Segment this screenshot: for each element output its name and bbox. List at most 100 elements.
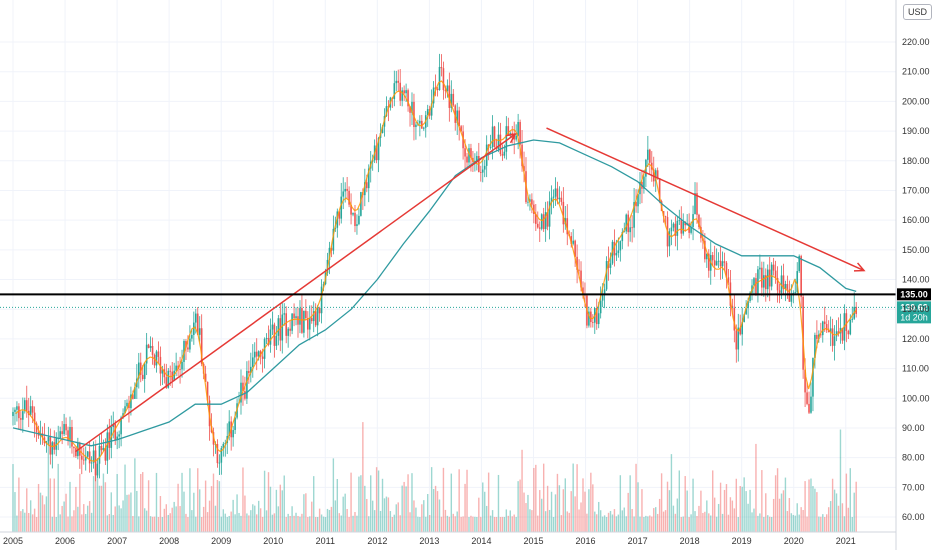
y-tick-label: 220.00 [902,37,930,47]
candle-body [364,182,366,196]
volume-bar [330,506,333,532]
candle-body [489,147,492,148]
candle-body [120,417,122,435]
volume-bar [316,517,319,532]
candle-body [808,403,810,413]
volume-bar [269,486,272,532]
volume-bar [647,516,649,532]
level-price-tag [897,288,931,301]
candle-body [155,351,158,366]
candle-body [191,334,193,339]
volume-bar [138,516,140,532]
volume-bar [432,489,435,532]
volume-bar [658,498,661,532]
candle-body [65,424,67,431]
candle-body [139,362,142,375]
volume-bar [702,512,704,532]
candle-body [90,462,93,464]
candle-body [354,212,356,227]
candle-body [647,149,649,160]
y-tick-label: 130.00 [902,304,930,314]
trendline-arrowhead [505,133,517,144]
volume-bar [187,516,189,532]
candle-body [759,267,761,270]
candle-body [605,261,608,290]
candle-body [344,188,346,192]
y-tick-label: 150.00 [902,245,930,255]
volume-bar [106,515,109,532]
candle-body [305,310,307,319]
volume-bar [552,516,555,532]
volume-bar [584,491,586,532]
candle-body [694,193,696,215]
volume-bar [179,506,181,532]
volume-bar [348,516,350,532]
candle-body [582,287,584,295]
candle-body [682,221,685,234]
volume-bar [92,476,95,532]
volume-bar [287,513,289,532]
candle-body [812,357,814,397]
volume-bar [256,514,258,532]
volume-bar [454,516,456,532]
candle-body [747,301,749,309]
volume-bar [645,515,647,532]
volume-bar [112,514,114,532]
candle-body [25,400,28,411]
volume-bar [566,511,568,532]
candle-body [12,411,14,417]
candle-body [450,93,453,108]
volume-bar [692,478,694,532]
candle-body [566,218,569,235]
volume-bar [651,516,653,532]
candle-body [116,436,118,440]
volume-bar [808,479,810,532]
candle-body [707,253,710,271]
volume-bar [252,504,254,532]
candle-body [232,430,234,438]
volume-bar [611,514,614,532]
volume-bar [338,513,340,532]
volume-bar [753,508,755,532]
volume-bar [336,478,339,532]
candle-body [717,260,720,262]
volume-bar [202,506,205,532]
volume-bar [346,508,348,532]
candle-body [352,212,354,215]
candle-body [444,90,447,92]
candle-body [562,201,565,225]
candle-body [269,329,272,345]
y-tick-label: 80.00 [902,453,925,463]
last-price-label: 130.62 [900,302,928,312]
volume-bar [511,516,513,532]
candle-body [244,391,246,399]
candle-body [684,221,686,226]
candle-body [218,462,221,464]
volume-bar [696,515,698,532]
volume-bar [214,505,217,532]
volume-bar [759,513,761,532]
volume-bar [843,516,846,532]
volume-bar [191,510,193,532]
candle-body [163,369,166,378]
volume-bar [684,476,686,532]
volume-bar [814,488,816,532]
candle-body [102,447,105,451]
volume-bar [248,515,250,532]
candle-body [421,120,423,129]
currency-badge[interactable]: USD [903,4,932,20]
candle-body [92,450,95,463]
candle-body [308,317,311,330]
candle-body [143,363,146,379]
volume-bar [482,482,484,532]
candle-body [841,327,844,341]
candle-body [96,463,99,476]
candle-body [80,455,83,460]
candle-body [45,441,48,444]
candle-body [470,148,472,158]
volume-bar [285,516,287,532]
candle-body [277,318,280,336]
candle-body [332,228,335,251]
volume-bar [713,497,716,532]
